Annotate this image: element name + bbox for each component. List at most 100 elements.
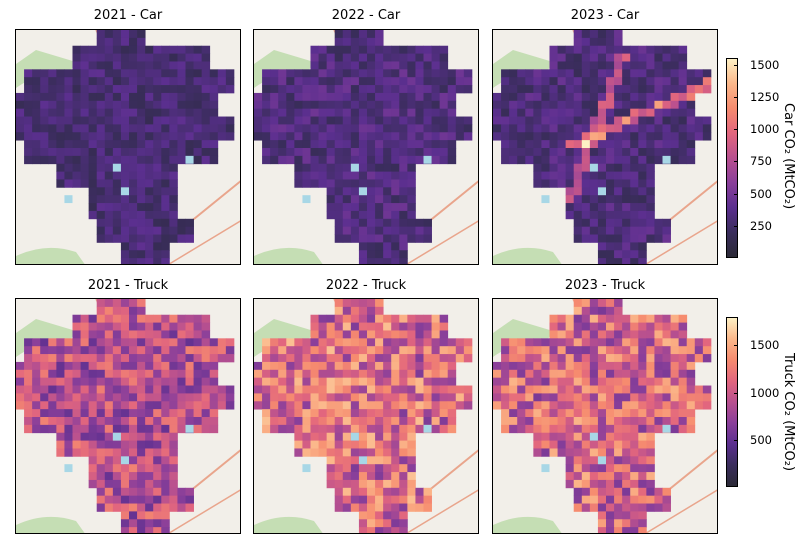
heatmap-cell	[129, 503, 138, 512]
heatmap-cell	[64, 424, 73, 434]
heatmap-cell	[367, 242, 376, 251]
heatmap-cell	[358, 226, 368, 235]
heatmap-cell	[334, 92, 344, 102]
heatmap-cell	[383, 108, 392, 117]
heatmap-cell	[96, 45, 106, 54]
heatmap-cell	[375, 417, 384, 426]
heatmap-cell	[533, 361, 542, 371]
heatmap-cell	[310, 163, 319, 172]
heatmap-cell	[72, 354, 81, 363]
heatmap-cell	[358, 361, 368, 371]
heatmap-cell	[597, 479, 607, 489]
heatmap-cell	[662, 361, 671, 371]
heatmap-cell	[391, 401, 400, 410]
heatmap-cell	[614, 338, 623, 347]
heatmap-cell	[88, 456, 98, 465]
heatmap-cell	[606, 108, 615, 117]
heatmap-cell	[589, 393, 599, 402]
heatmap-cell	[40, 155, 49, 165]
heatmap-cell	[399, 45, 408, 54]
heatmap-cell	[399, 61, 408, 70]
heatmap-cell	[153, 124, 162, 133]
heatmap-cell	[145, 487, 154, 497]
heatmap-cell	[549, 116, 558, 125]
heatmap-cell	[104, 108, 114, 117]
heatmap-cell	[367, 448, 376, 457]
heatmap-cell	[294, 432, 303, 441]
heatmap-cell	[383, 385, 392, 394]
heatmap-cell	[383, 487, 392, 497]
heatmap-cell	[383, 314, 392, 323]
heatmap-cell	[375, 148, 384, 157]
heatmap-cell	[104, 409, 114, 418]
heatmap-cell	[367, 30, 376, 39]
heatmap-cell	[654, 69, 663, 78]
heatmap-cell	[358, 61, 368, 70]
heatmap-cell	[581, 116, 591, 125]
heatmap-cell	[589, 440, 599, 449]
colorbar-tick-mark	[734, 129, 738, 130]
heatmap-cell	[32, 69, 41, 78]
heatmap-cell	[423, 234, 432, 243]
heatmap-cell	[72, 85, 81, 94]
heatmap-cell	[606, 100, 615, 110]
heatmap-cell	[161, 61, 170, 70]
heatmap-cell	[145, 210, 154, 220]
heatmap-cell	[581, 187, 591, 196]
heatmap-cell	[32, 361, 41, 371]
heatmap-cell	[153, 440, 162, 449]
heatmap-cell	[622, 132, 631, 141]
heatmap-cell	[638, 187, 647, 196]
heatmap-cell	[525, 385, 534, 394]
heatmap-cell	[399, 242, 408, 251]
heatmap-cell	[415, 330, 424, 339]
heatmap-cell	[24, 377, 33, 386]
heatmap-cell	[24, 124, 33, 133]
heatmap-cell	[622, 369, 631, 379]
heatmap-cell	[177, 234, 186, 243]
heatmap-cell	[702, 124, 712, 133]
heatmap-cell	[606, 432, 615, 441]
heatmap-cell	[161, 226, 170, 235]
heatmap-cell	[294, 92, 303, 102]
colorbar-tick-mark	[734, 64, 738, 66]
heatmap-cell	[193, 53, 203, 62]
heatmap-cell	[145, 85, 154, 94]
heatmap-cell	[630, 226, 639, 235]
heatmap-cell	[702, 132, 712, 141]
heatmap-cell	[104, 116, 114, 125]
heatmap-cell	[622, 385, 631, 394]
heatmap-cell	[72, 45, 81, 54]
heatmap-cell	[358, 495, 368, 504]
heatmap-cell	[501, 338, 510, 347]
heatmap-svg	[16, 30, 240, 264]
heatmap-cell	[169, 495, 178, 504]
heatmap-cell	[646, 432, 655, 441]
heatmap-cell	[589, 464, 599, 473]
heatmap-cell	[630, 456, 639, 465]
truck-colorbar	[726, 317, 738, 487]
heatmap-cell	[549, 77, 558, 86]
heatmap-cell	[145, 77, 154, 86]
heatmap-cell	[501, 85, 510, 94]
heatmap-cell	[367, 393, 376, 402]
heatmap-cell	[549, 448, 558, 457]
heatmap-cell	[573, 218, 583, 228]
heatmap-cell	[662, 234, 671, 243]
heatmap-cell	[375, 37, 384, 47]
heatmap-cell	[630, 69, 639, 78]
heatmap-cell	[638, 250, 647, 259]
basemap-water-cell	[541, 464, 550, 473]
heatmap-cell	[431, 45, 441, 54]
heatmap-cell	[565, 148, 575, 157]
heatmap-cell	[270, 77, 279, 86]
heatmap-cell	[145, 45, 154, 54]
heatmap-cell	[573, 85, 583, 94]
heatmap-cell	[630, 448, 639, 457]
heatmap-cell	[153, 456, 162, 465]
heatmap-cell	[169, 377, 178, 386]
heatmap-cell	[270, 393, 279, 402]
heatmap-cell	[622, 116, 631, 125]
heatmap-cell	[638, 242, 647, 251]
heatmap-cell	[161, 45, 170, 54]
